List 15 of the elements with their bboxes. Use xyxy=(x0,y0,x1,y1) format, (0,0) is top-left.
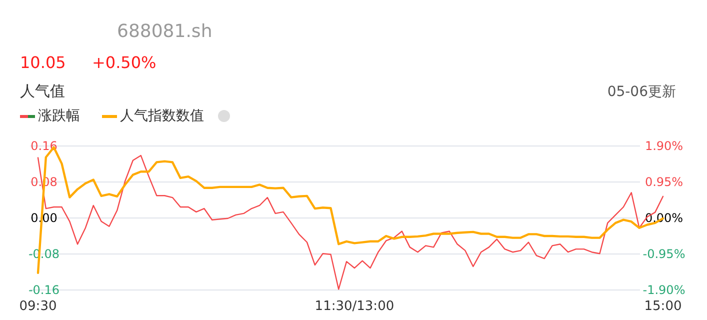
y-tick-label: -0.16 xyxy=(28,283,60,297)
y2-tick-label: -0.95% xyxy=(642,247,686,261)
legend-label: 涨跌幅 xyxy=(38,108,80,124)
chart-title: 688081.sh xyxy=(117,21,212,42)
y2-tick-label: 0.95% xyxy=(644,175,684,189)
x-tick-label: 15:00 xyxy=(644,299,682,314)
text: 10.05 xyxy=(20,53,66,72)
y2-tick-label: -1.90% xyxy=(642,283,686,297)
chart-subtitle: 人气值 xyxy=(20,82,65,100)
legend-label: 人气指数数值 xyxy=(120,108,204,124)
text: +0.50% xyxy=(92,53,156,72)
x-tick-label: 11:30/13:00 xyxy=(314,299,394,314)
y2-tick-label: 1.90% xyxy=(644,139,684,153)
text: 05-06更新 xyxy=(607,84,676,100)
x-tick-label: 09:30 xyxy=(19,299,57,314)
